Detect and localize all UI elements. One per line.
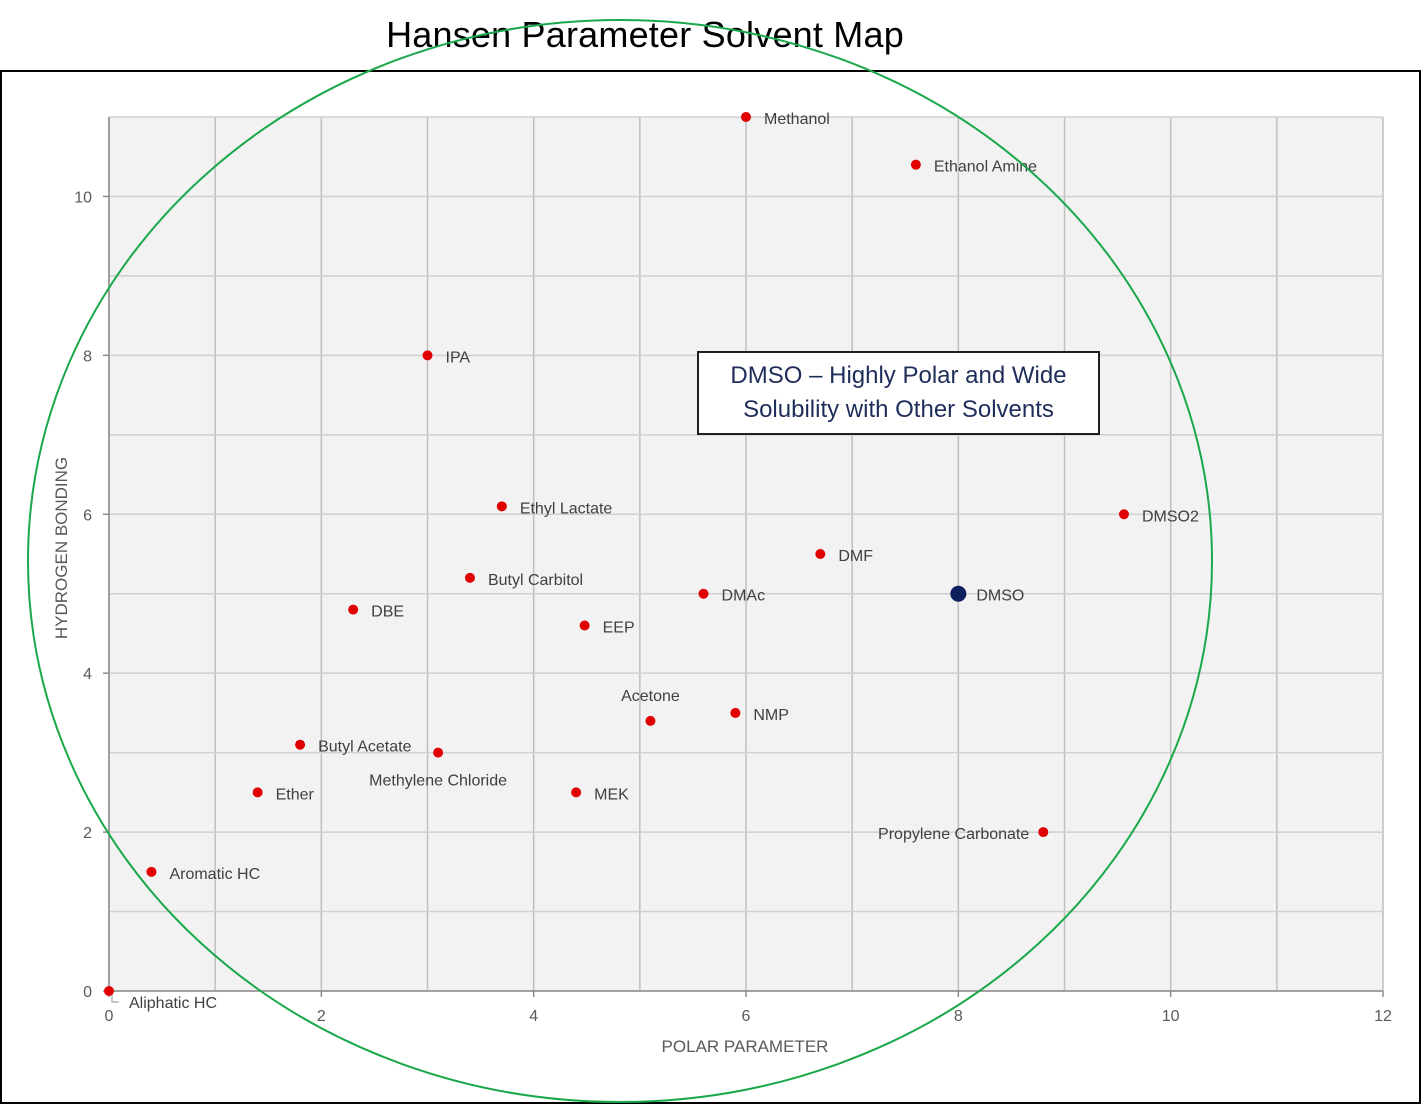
point-butyl-carbitol: Butyl Carbitol — [464, 572, 583, 589]
point-marker — [422, 350, 433, 361]
point-marker — [815, 549, 826, 559]
point-marker — [1038, 827, 1049, 838]
x-tick-label: 6 — [742, 1008, 751, 1025]
point-label: NMP — [753, 707, 789, 724]
point-label: DMSO2 — [1142, 508, 1199, 525]
point-dmso: DMSO — [950, 585, 1024, 605]
point-butyl-acetate: Butyl Acetate — [295, 739, 412, 756]
point-marker — [730, 707, 741, 718]
point-marker — [741, 112, 751, 122]
point-dbe: DBE — [348, 604, 404, 621]
point-methylene-chloride: Methylene Chloride — [369, 747, 507, 790]
y-tick-label: 10 — [74, 189, 92, 206]
x-tick-label: 4 — [529, 1008, 538, 1025]
point-label: Propylene Carbonate — [878, 826, 1029, 843]
dmso-annotation: DMSO – Highly Polar and Wide Solubility … — [697, 351, 1100, 435]
y-tick-label: 8 — [83, 348, 92, 365]
y-axis-title: HYDROGEN BONDING — [52, 457, 71, 639]
point-dmso2: DMSO2 — [1118, 508, 1199, 525]
point-aromatic-hc: Aromatic HC — [146, 866, 260, 883]
point-label: DMF — [838, 548, 873, 565]
point-marker — [645, 715, 656, 726]
x-tick-label: 12 — [1374, 1008, 1392, 1025]
chart-frame — [0, 70, 1421, 1104]
point-aliphatic-hc: Aliphatic HC — [104, 986, 217, 1012]
point-marker — [571, 787, 582, 798]
x-tick-label: 8 — [954, 1008, 963, 1025]
point-label: MEK — [594, 786, 629, 803]
point-label: Butyl Acetate — [318, 739, 411, 756]
annotation-line-1: DMSO – Highly Polar and Wide — [730, 362, 1067, 389]
point-label: Ether — [276, 786, 315, 803]
point-ipa: IPA — [422, 349, 471, 366]
point-label: Butyl Carbitol — [488, 572, 583, 589]
point-marker — [910, 159, 921, 170]
point-eep: EEP — [579, 620, 635, 637]
point-marker — [464, 572, 475, 583]
point-marker — [252, 787, 263, 798]
data-points: Methanol Ethanol Amine IPA Ethyl Lactate DMS… — [104, 111, 1199, 1012]
point-label: Aromatic HC — [169, 866, 260, 883]
point-marker — [146, 866, 157, 877]
point-label: DMAc — [722, 588, 766, 605]
point-label: Ethyl Lactate — [520, 500, 613, 517]
point-marker — [698, 588, 709, 599]
x-tick-label: 2 — [317, 1008, 326, 1025]
axes: 0 2 4 6 8 10 12 0 2 4 6 8 10 — [74, 117, 1392, 1025]
point-label: Methylene Chloride — [369, 773, 507, 790]
point-ethyl-lactate: Ethyl Lactate — [496, 500, 613, 517]
point-label: DMSO — [976, 588, 1024, 605]
point-methanol: Methanol — [741, 111, 830, 128]
y-tick-label: 0 — [83, 984, 92, 1001]
point-marker — [433, 747, 444, 758]
point-propylene-carbonate: Propylene Carbonate — [878, 826, 1049, 843]
leader-line — [111, 995, 119, 1003]
annotation-line-2: Solubility with Other Solvents — [743, 396, 1054, 423]
solubility-circle — [27, 19, 1213, 1103]
point-dmf: DMF — [815, 548, 873, 565]
point-marker — [950, 585, 967, 602]
point-label: Methanol — [764, 111, 830, 128]
x-tick-label: 10 — [1162, 1008, 1180, 1025]
x-tick-label: 0 — [105, 1008, 114, 1025]
point-marker — [579, 620, 590, 631]
point-ethanol-amine: Ethanol Amine — [910, 159, 1037, 176]
point-ether: Ether — [252, 786, 315, 803]
point-label: EEP — [603, 620, 635, 637]
point-label: Aliphatic HC — [129, 995, 217, 1012]
point-nmp: NMP — [730, 707, 789, 724]
point-marker — [348, 604, 359, 615]
y-tick-label: 2 — [83, 825, 92, 842]
point-dmac: DMAc — [698, 588, 766, 605]
point-marker — [104, 986, 114, 996]
point-label: DBE — [371, 604, 404, 621]
point-marker — [1118, 509, 1129, 520]
y-tick-label: 6 — [83, 507, 92, 524]
point-marker — [496, 501, 507, 512]
point-mek: MEK — [571, 786, 629, 803]
point-marker — [295, 739, 306, 750]
point-label: Ethanol Amine — [934, 159, 1037, 176]
point-label: Acetone — [621, 688, 680, 705]
point-label: IPA — [446, 349, 471, 366]
x-axis-title: POLAR PARAMETER — [662, 1037, 829, 1056]
point-acetone: Acetone — [621, 688, 680, 726]
y-tick-label: 4 — [83, 666, 92, 683]
